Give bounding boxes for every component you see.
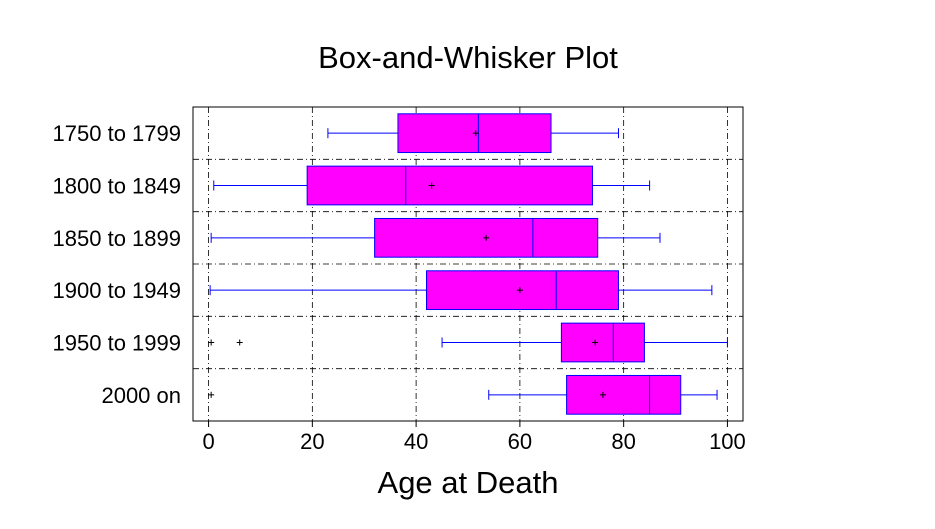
x-axis-label: Age at Death bbox=[377, 465, 559, 500]
x-tick-label: 0 bbox=[202, 429, 214, 454]
y-category-label: 1800 to 1849 bbox=[53, 174, 181, 199]
box bbox=[306, 165, 594, 206]
x-tick-label: 80 bbox=[611, 429, 635, 454]
y-category-label: 1850 to 1899 bbox=[53, 226, 181, 251]
x-tick-label: 40 bbox=[404, 429, 428, 454]
x-tick-label: 20 bbox=[300, 429, 324, 454]
box bbox=[560, 322, 645, 363]
x-tick-label: 60 bbox=[508, 429, 532, 454]
y-category-label: 1950 to 1999 bbox=[53, 331, 181, 356]
chart-title: Box-and-Whisker Plot bbox=[318, 40, 618, 75]
y-category-label: 1750 to 1799 bbox=[53, 121, 181, 146]
y-category-label: 2000 on bbox=[101, 383, 181, 408]
y-category-label: 1900 to 1949 bbox=[53, 278, 181, 303]
box bbox=[566, 374, 682, 415]
x-tick-label: 100 bbox=[709, 429, 746, 454]
